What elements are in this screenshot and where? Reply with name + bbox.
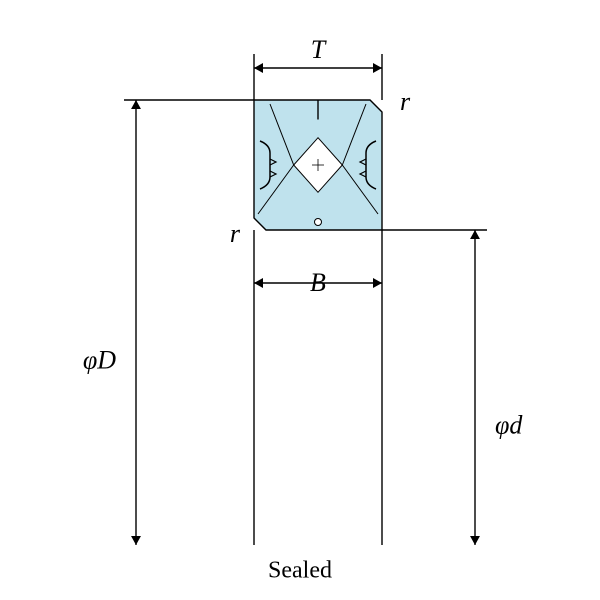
label-B: B (310, 268, 326, 297)
caption: Sealed (268, 558, 332, 584)
label-r-bottom: r (230, 219, 241, 248)
label-r-top: r (400, 87, 411, 116)
label-T: T (311, 35, 327, 64)
label-phiD: φD (83, 345, 116, 374)
oil-hole (315, 219, 322, 226)
label-phid: φd (495, 410, 523, 439)
